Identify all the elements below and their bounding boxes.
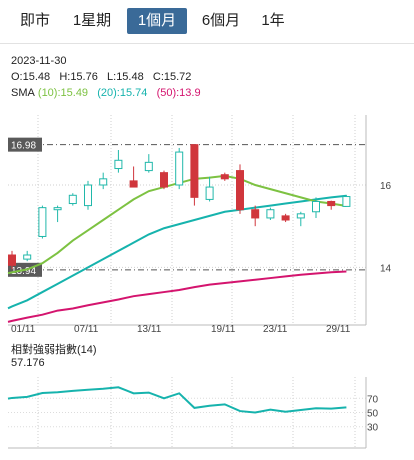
sma50-value: (50):13.9 [156, 87, 201, 99]
x-tick-label: 13/11 [137, 324, 162, 335]
rsi-line [7, 386, 347, 414]
rsi-title: 相對強弱指數(14) [11, 343, 97, 357]
low-value: L:15.48 [107, 71, 144, 83]
timeframe-tabs: 即市 1星期 1個月 6個月 1年 [0, 0, 414, 44]
candle-body [190, 144, 199, 198]
rsi-label: 相對強弱指數 [11, 344, 77, 356]
rsi-y-tick-label: 50 [367, 409, 379, 420]
candle-body [342, 196, 351, 207]
candle-body [8, 254, 16, 266]
candle-body [160, 172, 168, 188]
low-price-label: 13.94 [11, 266, 36, 277]
candle-body [251, 209, 260, 219]
candle-body [175, 151, 184, 186]
tab-1month[interactable]: 1個月 [127, 8, 187, 34]
high-value: H:15.76 [59, 71, 98, 83]
candle-body [327, 200, 336, 207]
x-tick-label: 29/11 [326, 324, 351, 335]
close-value: C:15.72 [152, 71, 192, 83]
y-tick-label: 16 [380, 181, 392, 192]
candle-body [84, 184, 92, 207]
rsi-y-tick-label: 30 [367, 423, 379, 434]
sma50-line [7, 270, 347, 323]
candle-body [99, 178, 108, 186]
rsi-value: 57.176 [11, 357, 45, 369]
candle-body [114, 159, 123, 170]
candle-body [296, 213, 305, 219]
open-value: O:15.48 [11, 71, 51, 83]
x-tick-label: 01/11 [11, 324, 36, 335]
candle-body [220, 174, 229, 180]
candle-body [23, 254, 32, 260]
candle-body [53, 207, 62, 211]
date-label: 2023-11-30 [11, 55, 67, 67]
tab-1week[interactable]: 1星期 [72, 12, 112, 29]
candle-body [312, 200, 320, 213]
sma20-value: (20):15.74 [97, 87, 148, 99]
sma-row: SMA (10):15.49 (20):15.74 (50):13.9 [11, 86, 201, 100]
candle-body [129, 180, 138, 188]
rsi-period: (14) [77, 344, 97, 356]
y-tick-label: 14 [380, 263, 392, 274]
sma10-value: (10):15.49 [37, 87, 89, 99]
tab-realtime[interactable]: 即市 [19, 12, 50, 29]
x-tick-label: 07/11 [74, 324, 99, 335]
high-price-marker [8, 137, 42, 152]
candle-body [266, 209, 275, 219]
candle-body [281, 215, 290, 221]
tab-6month[interactable]: 6個月 [201, 12, 241, 29]
rsi-y-tick-label: 70 [367, 394, 379, 405]
candle-body [68, 194, 77, 205]
ohlc-row: O:15.48 H:15.76 L:15.48 C:15.72 [11, 70, 191, 84]
x-tick-label: 23/11 [263, 324, 288, 335]
sma20-line [7, 194, 347, 310]
sma-label: SMA [11, 87, 35, 99]
sma10-line [7, 174, 347, 275]
tab-1year[interactable]: 1年 [261, 12, 285, 29]
candle-body [144, 161, 153, 172]
high-price-label: 16.98 [11, 141, 36, 152]
candle-body [205, 186, 214, 200]
candle-body [236, 170, 244, 211]
candle-body [38, 207, 47, 237]
x-tick-label: 19/11 [211, 324, 236, 335]
